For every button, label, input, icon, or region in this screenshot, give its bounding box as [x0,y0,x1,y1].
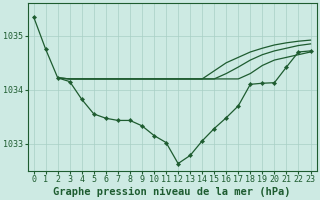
X-axis label: Graphe pression niveau de la mer (hPa): Graphe pression niveau de la mer (hPa) [53,186,291,197]
